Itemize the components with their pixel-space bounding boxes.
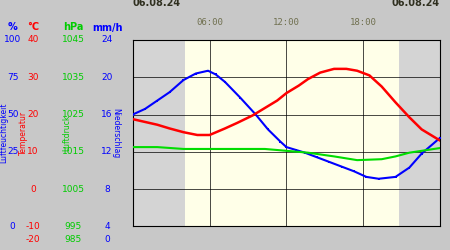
Text: 25: 25 [7, 147, 18, 156]
Text: 50: 50 [7, 110, 18, 119]
Text: 06:00: 06:00 [196, 18, 223, 27]
Text: -10: -10 [26, 222, 40, 231]
Text: 0: 0 [30, 184, 36, 194]
Text: 1025: 1025 [62, 110, 85, 119]
Text: 4: 4 [104, 222, 110, 231]
Text: mm/h: mm/h [92, 22, 122, 32]
Text: 40: 40 [27, 36, 39, 44]
Text: Niederschlag: Niederschlag [112, 108, 121, 158]
Text: 0: 0 [104, 236, 110, 244]
Text: 06.08.24: 06.08.24 [133, 0, 181, 8]
Text: %: % [8, 22, 18, 32]
Text: 12:00: 12:00 [273, 18, 300, 27]
Text: 20: 20 [27, 110, 39, 119]
Bar [185, 40, 399, 226]
Text: 06.08.24: 06.08.24 [392, 0, 440, 8]
Text: hPa: hPa [63, 22, 84, 32]
Text: -20: -20 [26, 236, 40, 244]
Text: 995: 995 [65, 222, 82, 231]
Text: 16: 16 [101, 110, 113, 119]
Text: 100: 100 [4, 36, 21, 44]
Text: 0: 0 [10, 222, 15, 231]
Text: Luftdruck: Luftdruck [62, 115, 71, 151]
Text: 24: 24 [101, 36, 112, 44]
Text: 1035: 1035 [62, 73, 85, 82]
Text: 75: 75 [7, 73, 18, 82]
Text: 12: 12 [101, 147, 113, 156]
Text: 1045: 1045 [62, 36, 85, 44]
Text: Luftfeuchtigkeit: Luftfeuchtigkeit [0, 103, 8, 164]
Text: 1005: 1005 [62, 184, 85, 194]
Text: 10: 10 [27, 147, 39, 156]
Text: Temperatur: Temperatur [19, 111, 28, 155]
Text: °C: °C [27, 22, 39, 32]
Text: 30: 30 [27, 73, 39, 82]
Text: 8: 8 [104, 184, 110, 194]
Text: 20: 20 [101, 73, 113, 82]
Text: 18:00: 18:00 [350, 18, 377, 27]
Text: 985: 985 [65, 236, 82, 244]
Text: 1015: 1015 [62, 147, 85, 156]
